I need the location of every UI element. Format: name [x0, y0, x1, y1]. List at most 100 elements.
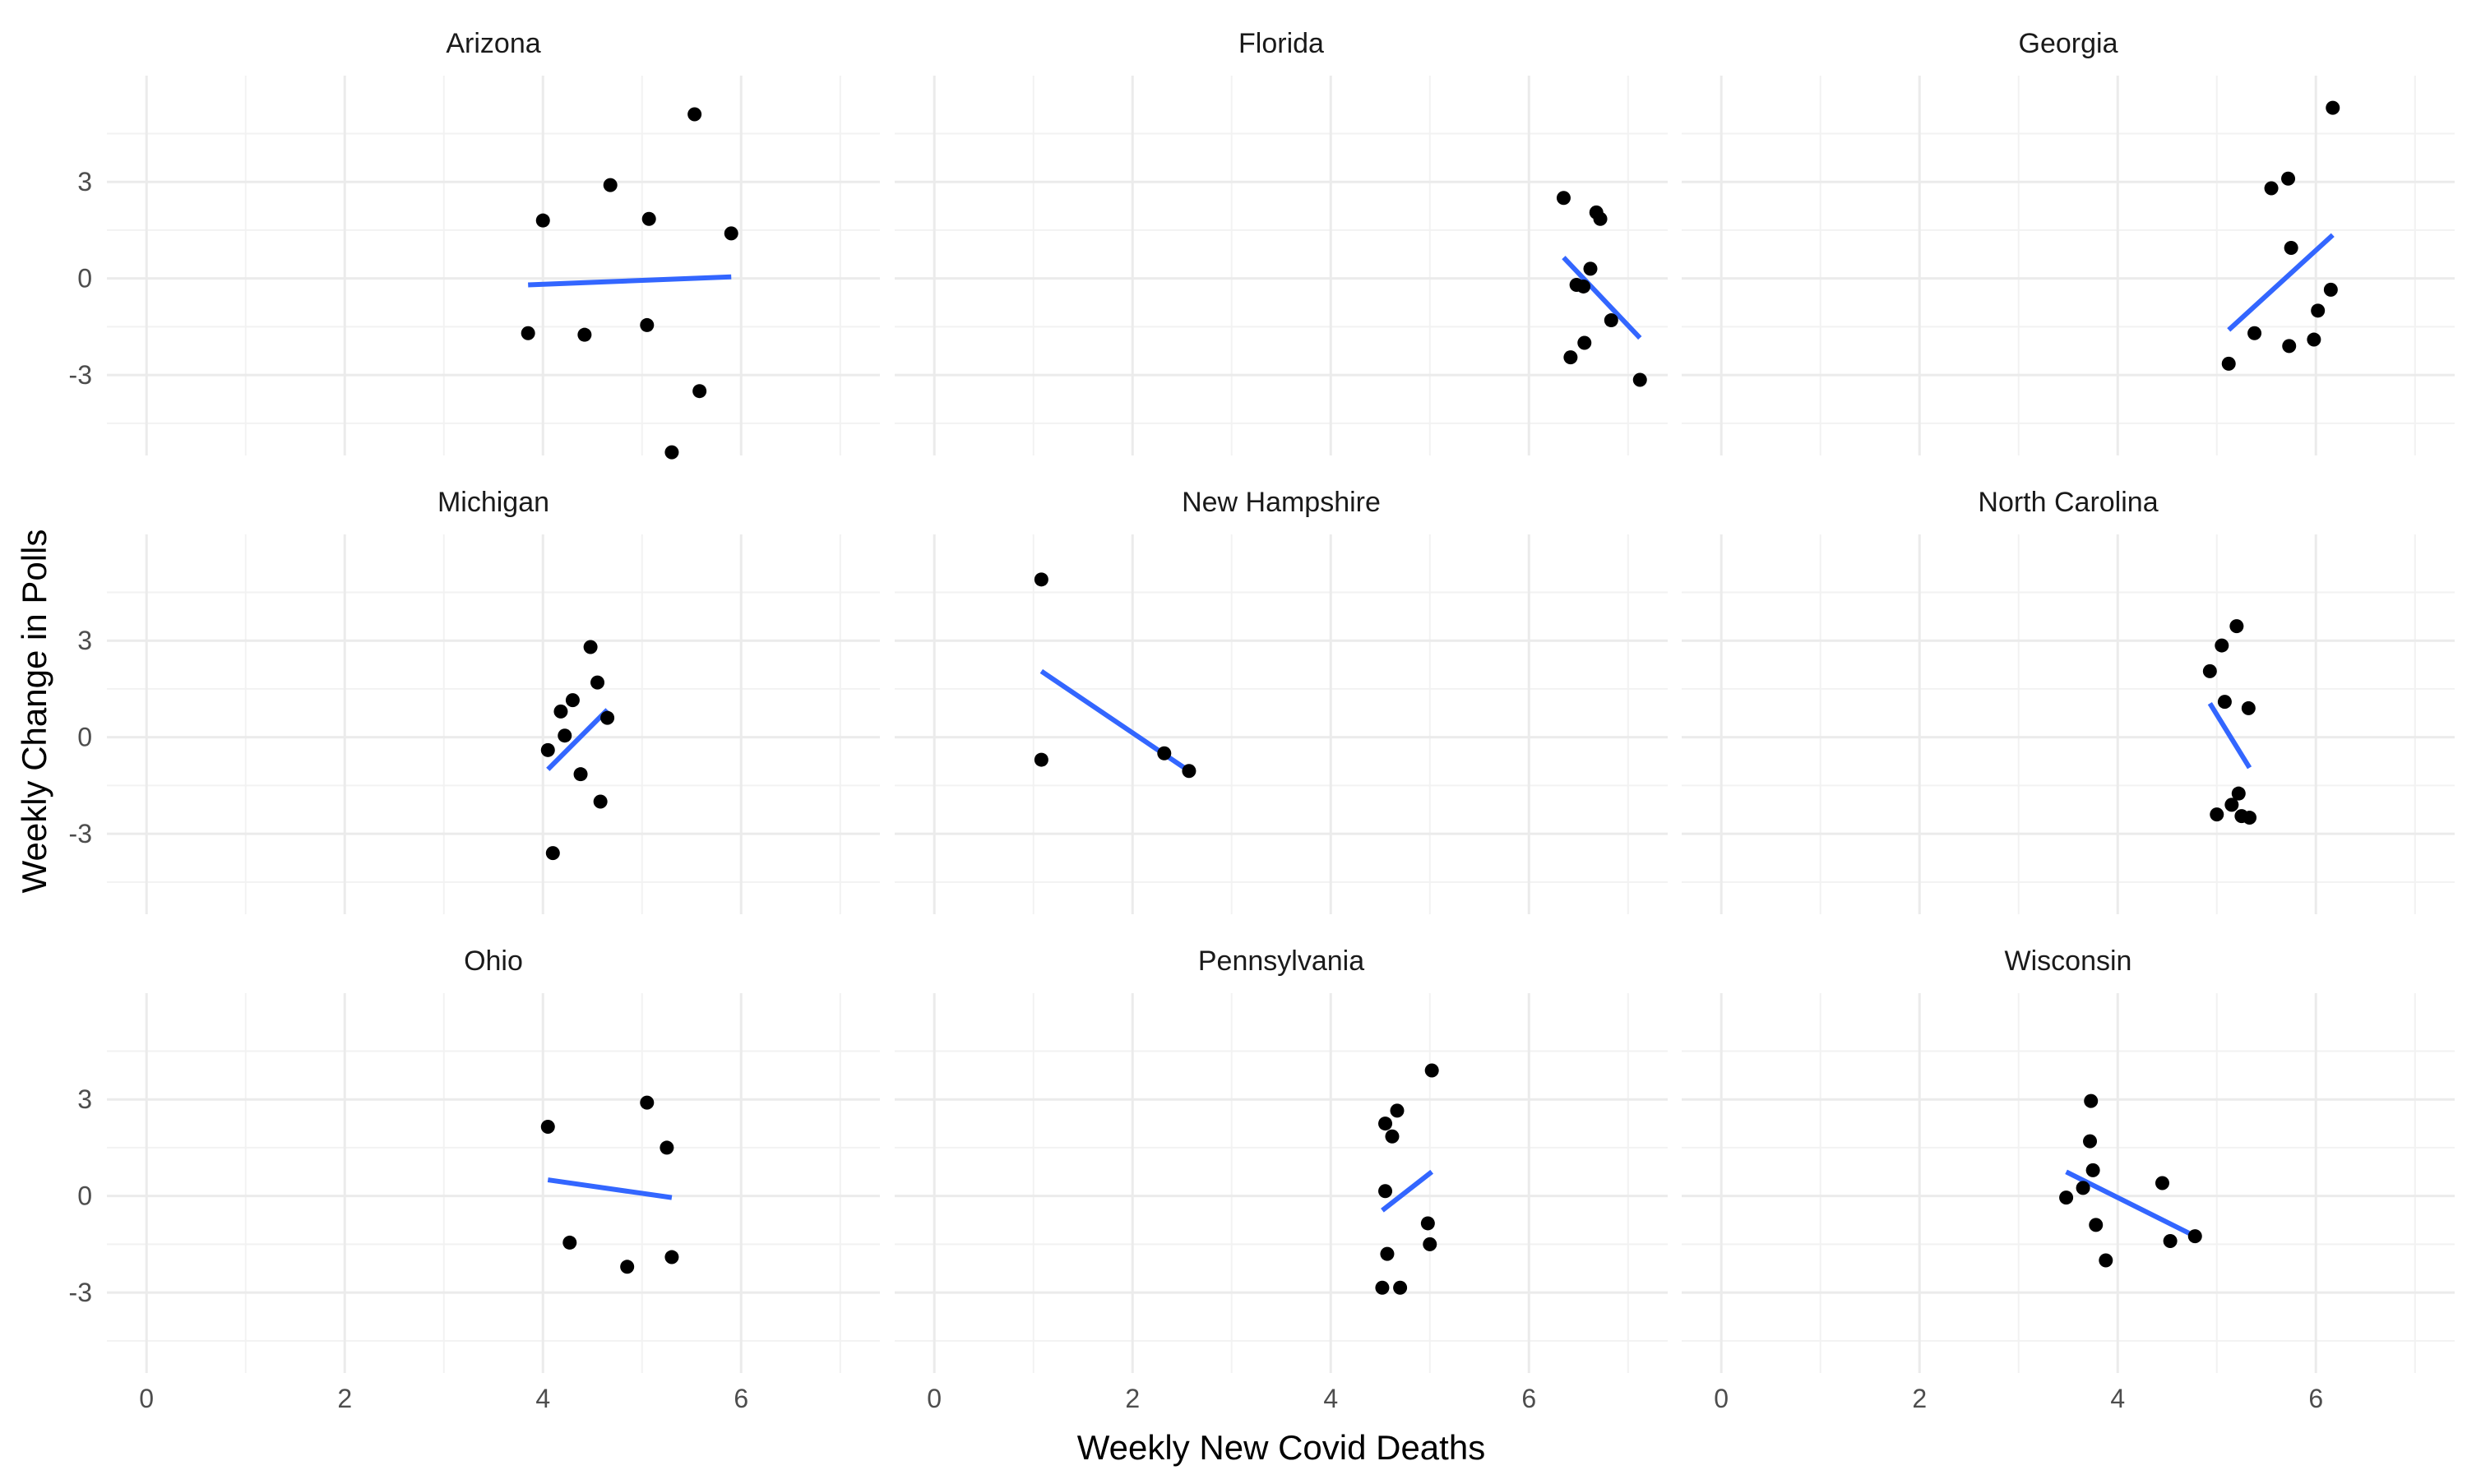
x-tick-label: 2 — [1125, 1384, 1140, 1413]
data-point — [1390, 1103, 1405, 1118]
trend-line — [2207, 701, 2252, 770]
panel-title: North Carolina — [1978, 487, 2158, 518]
data-point — [2085, 1163, 2100, 1177]
x-tick-label: 6 — [1521, 1384, 1536, 1413]
y-tick-label: 3 — [77, 167, 92, 196]
y-axis-title: Weekly Change in Polls — [15, 529, 53, 894]
data-point — [577, 327, 592, 342]
data-point — [565, 693, 580, 708]
x-axis-title: Weekly New Covid Deaths — [1077, 1428, 1485, 1467]
x-tick-label: 2 — [337, 1384, 352, 1413]
data-point — [540, 1119, 555, 1134]
data-point — [1393, 1280, 1408, 1295]
data-point — [573, 767, 588, 782]
panels-layer: Arizona -3 0 3 Florida Georgia Michigan -3 0 3 New… — [69, 28, 2455, 1413]
data-point — [1563, 350, 1578, 365]
data-point — [641, 211, 656, 226]
data-point — [2217, 695, 2232, 710]
data-point — [1577, 335, 1592, 350]
data-point — [1423, 1237, 1437, 1251]
data-point — [2089, 1218, 2104, 1232]
data-point — [545, 846, 560, 861]
data-point — [553, 704, 568, 719]
panel-title: Michigan — [437, 487, 549, 518]
data-point — [1034, 572, 1048, 587]
data-point — [2059, 1190, 2074, 1205]
x-tick-label: 4 — [535, 1384, 550, 1413]
data-point — [2229, 619, 2244, 634]
panel-michigan: Michigan -3 0 3 — [69, 487, 880, 914]
x-tick-label: 4 — [1323, 1384, 1338, 1413]
trend-line — [1381, 1169, 1434, 1213]
data-point — [1576, 279, 1591, 294]
data-point — [1604, 313, 1618, 328]
data-point — [1385, 1129, 1400, 1144]
data-point — [1556, 191, 1571, 206]
panel-ohio: Ohio -3 0 3 0 2 4 6 — [69, 945, 880, 1413]
data-point — [583, 640, 598, 654]
panel-wisconsin: Wisconsin 0 2 4 6 — [1682, 945, 2455, 1413]
trend-line — [2065, 1169, 2196, 1239]
x-tick-label: 6 — [2308, 1384, 2323, 1413]
data-point — [1632, 372, 1647, 387]
x-tick-label: 0 — [139, 1384, 154, 1413]
panel-title: Arizona — [446, 28, 540, 59]
panel-florida: Florida — [895, 28, 1668, 455]
data-point — [2163, 1233, 2178, 1248]
panel-title: Georgia — [2019, 28, 2118, 59]
panel-arizona: Arizona -3 0 3 — [69, 28, 880, 460]
panel-pennsylvania: Pennsylvania 0 2 4 6 — [895, 945, 1668, 1413]
data-point — [2247, 326, 2262, 340]
y-tick-label: -3 — [69, 1278, 92, 1307]
data-point — [1380, 1246, 1395, 1261]
trend-line — [528, 274, 732, 288]
data-point — [603, 178, 618, 192]
panel-north-carolina: North Carolina — [1682, 487, 2455, 914]
y-tick-label: 3 — [77, 626, 92, 655]
data-point — [1378, 1184, 1393, 1199]
data-point — [1420, 1216, 1435, 1231]
data-point — [1034, 752, 1048, 767]
data-point — [2284, 240, 2298, 255]
data-point — [2083, 1134, 2098, 1149]
data-point — [562, 1235, 577, 1250]
data-point — [2241, 700, 2256, 715]
data-point — [664, 445, 679, 460]
data-point — [1157, 746, 1172, 760]
data-point — [1424, 1063, 1439, 1078]
data-point — [2311, 303, 2326, 318]
data-point — [2187, 1229, 2202, 1244]
data-point — [660, 1140, 674, 1155]
data-point — [2215, 638, 2229, 653]
data-point — [2221, 356, 2236, 371]
panel-title: Ohio — [464, 945, 523, 977]
y-tick-label: 3 — [77, 1084, 92, 1114]
data-point — [2281, 171, 2296, 186]
data-point — [2231, 786, 2246, 801]
data-point — [2076, 1181, 2090, 1195]
panel-title: New Hampshire — [1182, 487, 1381, 518]
data-point — [2099, 1253, 2113, 1268]
data-point — [600, 710, 615, 725]
data-point — [640, 317, 655, 332]
trend-line — [1562, 256, 1642, 340]
data-point — [640, 1095, 655, 1110]
data-point — [687, 107, 702, 122]
y-tick-label: 0 — [77, 1181, 92, 1211]
y-tick-label: -3 — [69, 819, 92, 848]
data-point — [590, 675, 605, 690]
data-point — [2084, 1093, 2099, 1108]
data-point — [2282, 339, 2297, 354]
data-point — [2323, 282, 2338, 297]
data-point — [664, 1250, 679, 1264]
panel-title: Pennsylvania — [1198, 945, 1364, 977]
data-point — [1583, 261, 1598, 276]
data-point — [558, 728, 572, 743]
data-point — [593, 794, 608, 809]
panel-title: Wisconsin — [2005, 945, 2132, 977]
x-tick-label: 0 — [927, 1384, 942, 1413]
x-tick-label: 6 — [734, 1384, 748, 1413]
data-point — [2155, 1176, 2169, 1190]
